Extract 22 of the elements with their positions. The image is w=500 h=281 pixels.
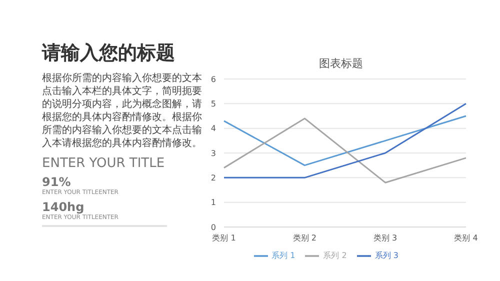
chart-title: 图表标题 xyxy=(318,56,364,71)
x-tick-label: 类别 4 xyxy=(454,234,478,243)
text: 根据你所需的内容输入你想要的文本点击输入本栏的具体文字，简明扼要的说明分项内容，此为概念图解，请根据您的具体内容酌情修改。根据你所需的内容输入你想要的文本点击输入本请根据您的具体内容酌情修改。 xyxy=(42,72,202,150)
text: 140hg xyxy=(42,200,86,214)
legend-label: 系列 1 xyxy=(272,251,296,260)
text: 请输入您的标题 xyxy=(42,41,176,66)
line-series xyxy=(223,118,467,184)
line-series xyxy=(223,115,467,166)
y-tick-label: 1 xyxy=(210,198,216,208)
x-tick-label: 类别 3 xyxy=(374,234,398,243)
text: 91% xyxy=(42,175,72,189)
y-tick-label: 6 xyxy=(210,74,216,84)
x-tick-label: 类别 2 xyxy=(292,234,316,243)
text: ENTER YOUR TITLE xyxy=(42,156,166,171)
y-tick-label: 5 xyxy=(210,100,216,109)
x-tick-label: 类别 1 xyxy=(212,234,236,243)
y-tick-label: 2 xyxy=(210,174,216,183)
legend-label: 系列 2 xyxy=(323,251,347,260)
y-tick-label: 4 xyxy=(210,124,216,134)
y-tick-label: 0 xyxy=(210,222,216,232)
legend-label: 系列 3 xyxy=(374,251,398,260)
y-tick-label: 3 xyxy=(210,148,216,158)
